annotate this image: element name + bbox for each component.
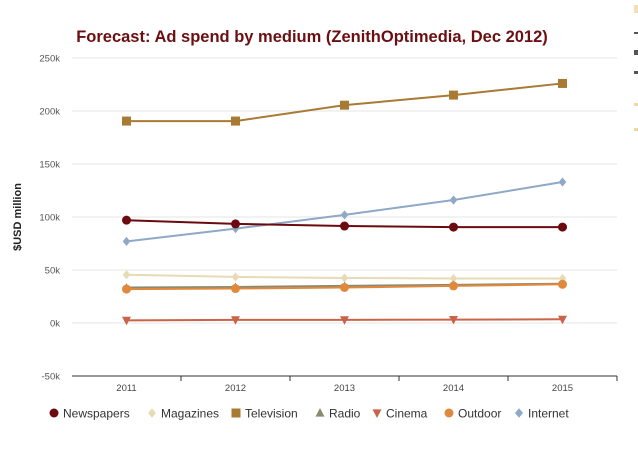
data-point[interactable]: [122, 215, 131, 225]
circle-marker-icon: [444, 408, 454, 418]
data-point[interactable]: [449, 273, 458, 284]
x-tick-label: 2013: [334, 383, 355, 394]
y-tick-label: 100k: [39, 213, 60, 224]
legend-label: Cinema: [386, 407, 428, 421]
data-point[interactable]: [449, 195, 458, 205]
data-point[interactable]: [558, 177, 567, 187]
data-point[interactable]: [340, 100, 349, 110]
y-tick-label: 250k: [39, 54, 60, 65]
data-point[interactable]: [122, 284, 131, 294]
edge-decoration: [634, 103, 638, 106]
legend-label: Outdoor: [458, 407, 501, 421]
legend-label: Radio: [329, 407, 361, 421]
data-point[interactable]: [558, 222, 567, 232]
legend-item-magazines[interactable]: Magazines: [148, 407, 219, 421]
chart-title: Forecast: Ad spend by medium (ZenithOpti…: [76, 28, 548, 46]
x-tick-label: 2012: [225, 383, 246, 394]
legend: Newspapers Magazines Television Radio Cinema…: [49, 407, 569, 421]
legend-item-television[interactable]: Television: [231, 407, 298, 421]
data-point[interactable]: [449, 281, 458, 291]
data-point[interactable]: [231, 219, 240, 229]
legend-label: Internet: [528, 407, 569, 421]
y-axis-label: $USD million: [12, 183, 24, 251]
data-point[interactable]: [449, 316, 458, 325]
square-marker-icon: [231, 408, 241, 418]
data-point[interactable]: [449, 90, 458, 100]
data-point[interactable]: [558, 279, 567, 289]
edge-decoration: [634, 71, 638, 74]
x-axis: 2011 2012 2013 2014 2015: [72, 375, 618, 394]
legend-item-internet[interactable]: Internet: [515, 407, 569, 421]
y-tick-label: 150k: [39, 160, 60, 171]
data-point[interactable]: [122, 236, 131, 246]
x-tick-label: 2014: [443, 383, 464, 394]
series-internet: [122, 177, 567, 246]
series-outdoor: [122, 279, 567, 294]
data-point[interactable]: [122, 316, 131, 326]
y-tick-label: 0k: [50, 319, 60, 330]
data-point[interactable]: [231, 316, 240, 325]
data-point[interactable]: [122, 270, 131, 280]
triangle-down-marker-icon: [372, 409, 382, 418]
y-axis-ticks: 250k 200k 150k 100k 50k 0k -50k: [39, 54, 60, 383]
x-tick-label: 2015: [552, 383, 573, 394]
series-newspapers: [122, 215, 567, 232]
series-cinema: [122, 315, 567, 326]
data-point[interactable]: [231, 272, 240, 282]
data-point[interactable]: [122, 116, 131, 126]
legend-label: Television: [245, 407, 298, 421]
data-point[interactable]: [340, 316, 349, 325]
data-point[interactable]: [340, 210, 349, 220]
data-point[interactable]: [340, 221, 349, 231]
data-point[interactable]: [558, 315, 567, 325]
data-point[interactable]: [231, 116, 240, 126]
data-point[interactable]: [340, 282, 349, 292]
legend-item-radio[interactable]: Radio: [315, 407, 361, 421]
y-tick-label: 50k: [45, 266, 61, 277]
circle-marker-icon: [49, 408, 59, 418]
legend-item-outdoor[interactable]: Outdoor: [444, 407, 502, 421]
series-magazines: [122, 270, 567, 284]
legend-item-newspapers[interactable]: Newspapers: [49, 407, 130, 421]
data-point[interactable]: [558, 273, 567, 284]
y-tick-label: 200k: [39, 107, 60, 118]
x-tick-label: 2011: [116, 383, 136, 394]
edge-decoration: [634, 5, 638, 13]
series-group: [122, 78, 567, 326]
data-point[interactable]: [558, 78, 567, 88]
data-point[interactable]: [231, 284, 240, 294]
legend-label: Magazines: [161, 407, 219, 421]
data-point[interactable]: [449, 222, 458, 232]
y-tick-label: -50k: [42, 372, 61, 383]
edge-decoration: [634, 128, 638, 131]
legend-label: Newspapers: [63, 407, 130, 421]
triangle-marker-icon: [315, 408, 325, 417]
legend-item-cinema[interactable]: Cinema: [372, 407, 428, 421]
data-point[interactable]: [340, 273, 349, 283]
diamond-marker-icon: [148, 408, 156, 418]
series-television: [122, 78, 567, 126]
edge-decoration: [634, 50, 638, 55]
edge-decoration: [634, 32, 638, 34]
diamond-marker-icon: [515, 408, 523, 418]
